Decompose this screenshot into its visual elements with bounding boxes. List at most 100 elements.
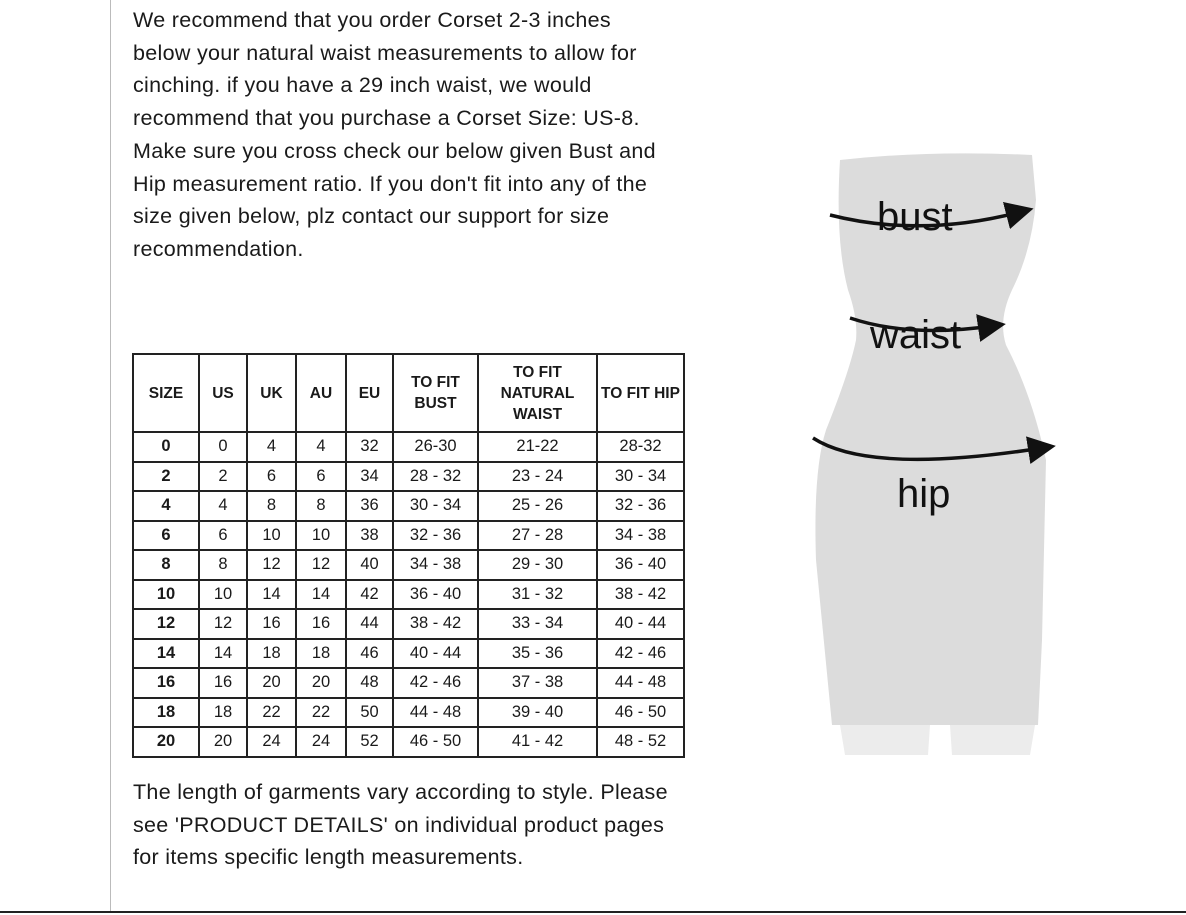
table-cell: 36 - 40	[392, 578, 479, 610]
table-cell: 28 - 32	[392, 460, 479, 492]
table-cell: 16	[198, 667, 248, 699]
table-row: 0 0 4 4 32 26-30 21-22 28-32	[132, 431, 685, 463]
column-header: SIZE	[132, 353, 200, 433]
body-measurement-figure: bust waist hip	[812, 153, 1056, 755]
table-row: 10 10 14 14 42 36 - 40 31 - 32 38 - 42	[132, 578, 685, 610]
table-cell: 44 - 48	[392, 696, 479, 728]
table-row: 6 6 10 10 38 32 - 36 27 - 28 34 - 38	[132, 519, 685, 551]
bottom-divider	[0, 911, 1186, 913]
table-cell: 0	[198, 431, 248, 463]
table-cell: 42	[345, 578, 394, 610]
table-row: 12 12 16 16 44 38 - 42 33 - 34 40 - 44	[132, 608, 685, 640]
table-cell: 42 - 46	[596, 637, 685, 669]
table-cell: 2	[132, 460, 200, 492]
table-cell: 12	[246, 549, 297, 581]
table-row: 16 16 20 20 48 42 - 46 37 - 38 44 - 48	[132, 667, 685, 699]
table-cell: 30 - 34	[596, 460, 685, 492]
table-cell: 14	[198, 637, 248, 669]
table-cell: 12	[132, 608, 200, 640]
table-cell: 22	[295, 696, 347, 728]
table-cell: 10	[246, 519, 297, 551]
table-row: 14 14 18 18 46 40 - 44 35 - 36 42 - 46	[132, 637, 685, 669]
column-header: UK	[246, 353, 297, 433]
table-row: 8 8 12 12 40 34 - 38 29 - 30 36 - 40	[132, 549, 685, 581]
table-cell: 28-32	[596, 431, 685, 463]
table-cell: 29 - 30	[477, 549, 598, 581]
table-cell: 38 - 42	[596, 578, 685, 610]
table-cell: 8	[132, 549, 200, 581]
table-cell: 22	[246, 696, 297, 728]
length-note-paragraph: The length of garments vary according to…	[133, 780, 668, 870]
waist-arrow-icon	[849, 314, 1006, 342]
table-header-row: SIZE US UK AU EU TO FIT BUST TO FIT NATURAL WA…	[132, 353, 685, 433]
bust-label: bust	[877, 195, 953, 239]
table-cell: 16	[132, 667, 200, 699]
hip-label: hip	[897, 472, 950, 516]
table-cell: 10	[132, 578, 200, 610]
table-cell: 35 - 36	[477, 637, 598, 669]
table-cell: 14	[246, 578, 297, 610]
table-cell: 20	[246, 667, 297, 699]
table-cell: 4	[295, 431, 347, 463]
table-cell: 40	[345, 549, 394, 581]
table-cell: 18	[295, 637, 347, 669]
table-cell: 18	[246, 637, 297, 669]
body-silhouette	[815, 153, 1046, 726]
table-cell: 44 - 48	[596, 667, 685, 699]
bust-arrow-icon	[829, 201, 1034, 230]
table-cell: 39 - 40	[477, 696, 598, 728]
column-header: TO FIT HIP	[596, 353, 685, 433]
table-cell: 38 - 42	[392, 608, 479, 640]
table-cell: 24	[295, 726, 347, 758]
table-cell: 18	[198, 696, 248, 728]
column-header: US	[198, 353, 248, 433]
table-cell: 18	[132, 696, 200, 728]
table-cell: 46	[345, 637, 394, 669]
table-cell: 42 - 46	[392, 667, 479, 699]
table-row: 18 18 22 22 50 44 - 48 39 - 40 46 - 50	[132, 696, 685, 728]
table-row: 20 20 24 24 52 46 - 50 41 - 42 48 - 52	[132, 726, 685, 758]
table-cell: 16	[295, 608, 347, 640]
table-cell: 4	[132, 490, 200, 522]
table-cell: 40 - 44	[392, 637, 479, 669]
table-cell: 32	[345, 431, 394, 463]
table-cell: 26-30	[392, 431, 479, 463]
table-cell: 34 - 38	[596, 519, 685, 551]
table-cell: 8	[295, 490, 347, 522]
table-cell: 0	[132, 431, 200, 463]
table-cell: 27 - 28	[477, 519, 598, 551]
table-cell: 16	[246, 608, 297, 640]
column-header: TO FIT NATURAL WAIST	[477, 353, 598, 433]
table-cell: 4	[246, 431, 297, 463]
column-header: EU	[345, 353, 394, 433]
table-cell: 8	[198, 549, 248, 581]
table-cell: 14	[132, 637, 200, 669]
left-divider	[110, 0, 111, 912]
table-cell: 38	[345, 519, 394, 551]
table-cell: 40 - 44	[596, 608, 685, 640]
size-chart-table: SIZE US UK AU EU TO FIT BUST TO FIT NATURAL WA…	[132, 353, 685, 758]
table-cell: 8	[246, 490, 297, 522]
table-cell: 52	[345, 726, 394, 758]
table-cell: 33 - 34	[477, 608, 598, 640]
table-cell: 12	[198, 608, 248, 640]
table-cell: 41 - 42	[477, 726, 598, 758]
table-cell: 20	[198, 726, 248, 758]
table-cell: 46 - 50	[596, 696, 685, 728]
table-cell: 10	[295, 519, 347, 551]
column-header: AU	[295, 353, 347, 433]
table-cell: 34 - 38	[392, 549, 479, 581]
table-cell: 2	[198, 460, 248, 492]
table-row: 2 2 6 6 34 28 - 32 23 - 24 30 - 34	[132, 460, 685, 492]
table-cell: 31 - 32	[477, 578, 598, 610]
table-cell: 36 - 40	[596, 549, 685, 581]
legs-silhouette	[840, 725, 1035, 755]
table-cell: 46 - 50	[392, 726, 479, 758]
table-cell: 20	[295, 667, 347, 699]
table-cell: 37 - 38	[477, 667, 598, 699]
hip-arrow-icon	[812, 436, 1056, 465]
table-cell: 10	[198, 578, 248, 610]
table-cell: 44	[345, 608, 394, 640]
table-cell: 20	[132, 726, 200, 758]
table-cell: 48 - 52	[596, 726, 685, 758]
